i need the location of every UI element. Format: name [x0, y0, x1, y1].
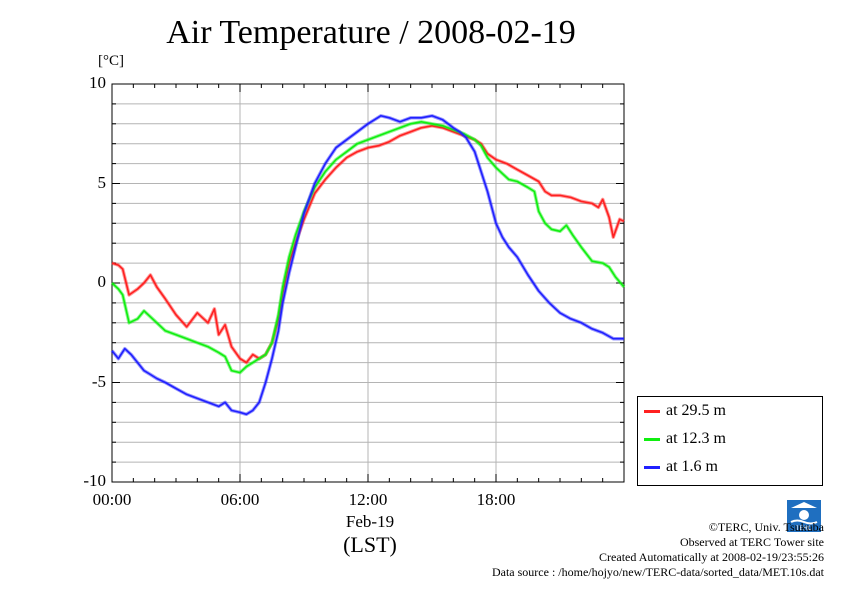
- legend-swatch: [644, 409, 660, 413]
- y-tick-label: 5: [97, 172, 107, 192]
- credits: ©TERC, Univ. Tsukuba Observed at TERC To…: [492, 520, 824, 580]
- x-tick-label: 18:00: [476, 490, 516, 509]
- copyright-text: ©TERC, Univ. Tsukuba: [708, 520, 824, 534]
- y-tick-label: -10: [83, 471, 106, 490]
- site-text: Observed at TERC Tower site: [679, 535, 824, 549]
- series-line-2: [111, 115, 624, 416]
- terc-logo-icon: TERC: [787, 500, 821, 532]
- y-unit-label: [°C]: [98, 53, 124, 69]
- legend-swatch: [644, 437, 660, 441]
- legend-item-1-6m: at 1.6 m: [644, 457, 718, 477]
- created-text: Created Automatically at 2008-02-19/23:5…: [599, 550, 824, 564]
- chart-title: Air Temperature / 2008-02-19: [166, 14, 576, 51]
- legend: at 29.5 m at 12.3 m at 1.6 m: [637, 396, 823, 486]
- y-tick-label: 10: [89, 73, 106, 92]
- x-axis-label: (LST): [343, 532, 397, 557]
- series-line-0: [111, 125, 625, 364]
- y-tick-label: -5: [91, 371, 106, 391]
- legend-label: at 12.3 m: [666, 430, 726, 447]
- x-tick-label: 00:00: [92, 490, 132, 509]
- legend-item-12-3m: at 12.3 m: [644, 429, 726, 449]
- series-line-1: [111, 121, 625, 374]
- svg-text:TERC: TERC: [796, 526, 813, 532]
- legend-item-29-5m: at 29.5 m: [644, 401, 726, 421]
- legend-label: at 1.6 m: [666, 458, 718, 475]
- legend-label: at 29.5 m: [666, 402, 726, 419]
- x-tick-label: 06:00: [220, 490, 260, 509]
- y-tick-label: 0: [97, 272, 107, 291]
- source-text: Data source : /home/hojyo/new/TERC-data/…: [491, 565, 824, 579]
- x-date-label: Feb-19: [345, 512, 395, 531]
- x-tick-label: 12:00: [348, 490, 388, 509]
- legend-swatch: [644, 465, 660, 469]
